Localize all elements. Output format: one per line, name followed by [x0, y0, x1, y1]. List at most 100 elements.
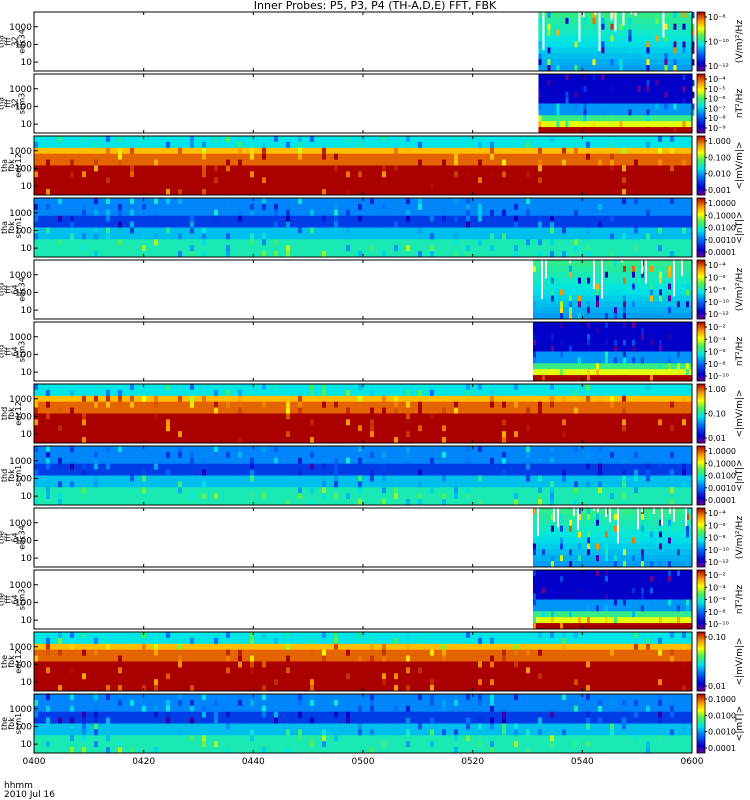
panel-label-line: scm1 — [14, 713, 23, 734]
colorbar-tick-label: 0.0100 — [708, 472, 736, 481]
y-tick-label: 100 — [15, 288, 32, 298]
colorbar-unit: <|mV/m|> — [735, 390, 745, 438]
panel-label-line: fbk — [7, 655, 16, 668]
colorbar — [696, 259, 706, 320]
spectrogram-thd-fff-64-scm3 — [532, 322, 692, 382]
x-tick-label: 0540 — [571, 757, 594, 767]
panel-label-line: 64 — [11, 284, 20, 294]
colorbar-tick-label: 0.0001 — [708, 496, 736, 505]
colorbar-tick-label: 10⁻⁵ — [708, 85, 726, 94]
panel-label-line: 32 — [11, 36, 20, 46]
panel-label-line: edc34 — [18, 525, 27, 550]
panel-label-line: scm3 — [18, 341, 27, 362]
panel-label-line: tha — [0, 159, 9, 172]
date-label: 2010 Jul 16 — [4, 790, 55, 800]
colorbar-unit: <|mV/m|> — [735, 638, 745, 686]
y-tick-label: 1000 — [9, 395, 32, 405]
y-tick-label: 1000 — [9, 147, 32, 157]
colorbar — [696, 569, 706, 630]
spectrogram-thd-fbk-scm1 — [34, 446, 692, 506]
colorbar-tick-label: 10⁻⁴ — [708, 75, 726, 84]
panel-label-line: tha — [0, 97, 6, 110]
y-tick-label: 1000 — [9, 209, 32, 219]
colorbar-tick-label: 0.01 — [708, 434, 726, 443]
panel-label-line: edc34 — [18, 29, 27, 54]
colorbar-unit: <|nT|> — [735, 211, 745, 243]
y-tick-label: 1000 — [9, 85, 32, 95]
x-tick-label: 0500 — [352, 757, 375, 767]
spectrogram-the-fff-64-scm3 — [532, 570, 692, 630]
colorbar-tick-label: 0.1000 — [708, 695, 736, 704]
colorbar — [696, 135, 706, 196]
y-tick-label: 10 — [21, 678, 33, 688]
panel-label-line: scm1 — [14, 465, 23, 486]
y-tick-label: 1000 — [9, 519, 32, 529]
colorbar-tick-label: 0.0100 — [708, 224, 736, 233]
y-tick-label: 100 — [15, 102, 32, 112]
panel-label-line: scm3 — [18, 589, 27, 610]
y-tick-label: 1000 — [9, 333, 32, 343]
y-tick-label: 100 — [15, 164, 32, 174]
colorbar-tick-label: 10⁻¹² — [708, 62, 729, 71]
y-tick-label: 100 — [15, 598, 32, 608]
colorbar-tick-label: 10⁻⁸ — [708, 534, 726, 543]
colorbar-tick-label: 0.0010 — [708, 728, 736, 737]
colorbar-tick-label: 10⁻⁶ — [708, 348, 726, 357]
y-tick-label: 100 — [15, 722, 32, 732]
y-tick-label: 100 — [15, 226, 32, 236]
colorbar-unit: nT²/Hz — [735, 337, 745, 367]
colorbar — [696, 197, 706, 258]
colorbar-tick-label: 0.10 — [708, 410, 726, 419]
colorbar-tick-label: 10⁻¹² — [708, 310, 729, 319]
y-tick-label: 10 — [21, 58, 33, 68]
panel-label-line: edc12 — [14, 649, 23, 674]
colorbar-tick-label: 0.1000 — [708, 211, 736, 220]
y-tick-label: 10 — [21, 306, 33, 316]
colorbar-unit: <|mV/m|> — [735, 142, 745, 190]
spectrogram-the-fbk-scm1 — [34, 694, 692, 754]
colorbar-unit: nT²/Hz — [735, 89, 745, 119]
colorbar-tick-label: 10⁻⁸ — [708, 360, 726, 369]
y-tick-label: 10 — [21, 492, 33, 502]
colorbar — [696, 445, 706, 506]
y-tick-label: 10 — [21, 430, 33, 440]
panel-label-line: fff — [4, 595, 13, 604]
y-tick-label: 100 — [15, 660, 32, 670]
colorbar-tick-label: 10⁻¹⁰ — [708, 546, 729, 555]
panel-label-line: the — [0, 655, 9, 668]
spectrogram-the-fff-64-edc34 — [532, 508, 692, 568]
y-tick-label: 10 — [21, 740, 33, 750]
colorbar-tick-label: 10⁻² — [708, 571, 726, 580]
y-tick-label: 10 — [21, 244, 33, 254]
panel-label-line: scm1 — [14, 217, 23, 238]
colorbar-tick-label: 1.00 — [708, 385, 726, 394]
panel-label-line: thd — [0, 469, 9, 482]
colorbar-tick-label: 10⁻⁶ — [708, 95, 726, 104]
colorbar-tick-label: 10⁻⁷ — [708, 104, 726, 113]
colorbar — [696, 383, 706, 444]
x-tick-label: 0600 — [681, 757, 704, 767]
panel-label-line: fbk — [7, 159, 16, 172]
colorbar-tick-label: 10⁻⁶ — [708, 273, 726, 282]
y-tick-label: 10 — [21, 368, 33, 378]
panel-label-line: fbk — [7, 469, 16, 482]
panel-label-line: tha — [0, 221, 9, 234]
panel-label-line: fff — [4, 347, 13, 356]
spectrogram-tha-fff-32-edc34 — [538, 12, 695, 72]
y-tick-label: 100 — [15, 474, 32, 484]
